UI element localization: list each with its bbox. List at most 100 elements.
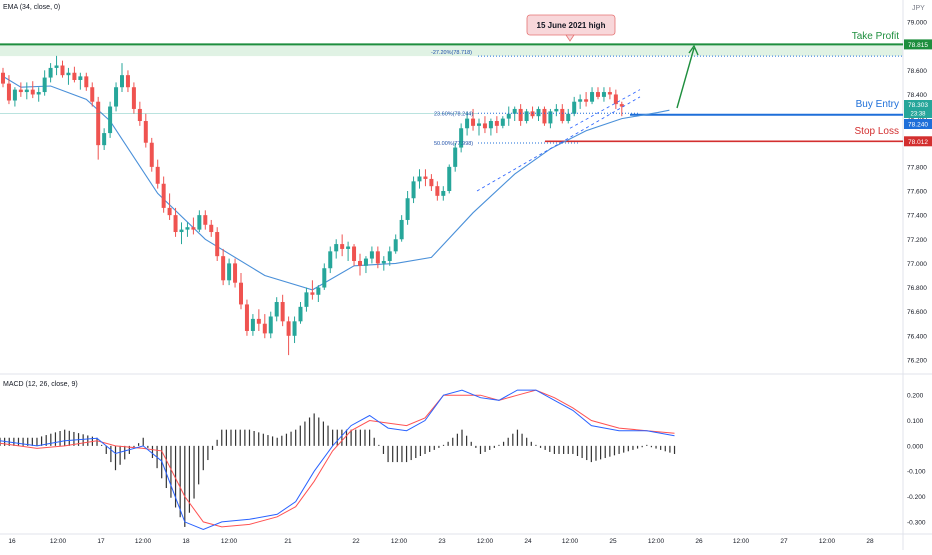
time-tick-label: 23 [438, 538, 446, 545]
histogram-bar [535, 444, 537, 446]
candle-body [393, 239, 398, 252]
candle-body [316, 287, 321, 295]
candle-body [203, 215, 208, 225]
time-tick-label: 17 [97, 538, 105, 545]
histogram-bar [253, 431, 255, 446]
histogram-bar [484, 445, 486, 452]
time-tick-label: 12:00 [391, 538, 408, 545]
histogram-bar [655, 445, 657, 449]
candle [262, 314, 267, 339]
candle-body [185, 227, 190, 230]
candle-body [179, 229, 184, 233]
candle [292, 316, 297, 344]
candle [120, 63, 124, 93]
candle [108, 101, 113, 138]
candle-body [554, 108, 559, 112]
histogram-bar [211, 445, 214, 450]
histogram-bar [502, 441, 505, 446]
histogram-bar [258, 432, 260, 446]
histogram-bar [165, 445, 167, 489]
candle-body [340, 244, 345, 249]
time-tick-label: 22 [352, 538, 360, 545]
candle [250, 314, 255, 336]
macd-indicator-label[interactable]: MACD (12, 26, close, 9) [3, 381, 78, 388]
candle [173, 207, 178, 237]
histogram-bar [36, 437, 38, 446]
candle-body [42, 77, 47, 93]
histogram-bar [313, 413, 315, 446]
candle [209, 219, 214, 237]
candle-body [108, 106, 113, 134]
candle [96, 96, 101, 160]
candle-body [399, 219, 404, 240]
trendline-upper [569, 89, 641, 129]
histogram-bar [479, 445, 482, 454]
macd-tick-label: -0.300 [907, 519, 926, 526]
time-tick-label: 24 [524, 538, 532, 545]
candle [256, 309, 261, 331]
candle-body [369, 251, 374, 259]
candle [84, 72, 89, 91]
histogram-bar [415, 445, 417, 459]
candle-body [352, 246, 357, 261]
time-tick-label: 26 [695, 538, 703, 545]
candle [601, 87, 606, 102]
candle [215, 227, 220, 261]
candle-body [447, 166, 452, 191]
candle-body [84, 76, 89, 88]
candle [1, 67, 5, 88]
histogram-bar [124, 445, 126, 460]
candle-body [482, 123, 487, 129]
candle-body [405, 198, 410, 220]
histogram-bar [475, 445, 477, 448]
macd-tick-label: -0.100 [907, 469, 926, 476]
candle-body [619, 104, 624, 107]
histogram-bar [378, 444, 380, 446]
histogram-bar [101, 444, 103, 446]
price-tick-label: 77.600 [907, 189, 927, 196]
histogram-bar [174, 445, 177, 508]
histogram-bar [230, 429, 232, 446]
histogram-bar [609, 445, 611, 457]
candle-body [477, 123, 481, 126]
candle [500, 116, 505, 129]
histogram-bar [184, 445, 186, 527]
histogram-bar [429, 445, 431, 452]
price-tick-label: 77.200 [907, 237, 927, 244]
candle-body [471, 118, 476, 126]
candle [530, 106, 535, 119]
candle-body [54, 65, 59, 68]
histogram-bar [664, 445, 666, 452]
candle [221, 248, 226, 286]
candle [304, 287, 309, 312]
histogram-bar [96, 437, 98, 446]
histogram-bar [558, 445, 560, 454]
candle [143, 113, 148, 148]
take-profit-badge: 78.815 [908, 42, 928, 49]
time-tick-label: 12:00 [562, 538, 579, 545]
candle [310, 280, 315, 300]
candle-body [268, 316, 273, 334]
histogram-bar [276, 437, 278, 446]
candle [66, 67, 71, 85]
candle [90, 82, 95, 107]
candle [435, 181, 440, 201]
high-callout: 15 June 2021 high [526, 14, 616, 42]
candle-body [215, 232, 220, 257]
candle-body [536, 108, 541, 117]
ema-indicator-label[interactable]: EMA (34, close, 0) [3, 4, 61, 11]
candle [239, 273, 243, 310]
histogram-bar [466, 435, 468, 446]
stop-loss-label: Stop Loss [855, 126, 899, 137]
candle [30, 81, 35, 99]
candle-body [155, 166, 160, 184]
candle-body [96, 101, 101, 146]
histogram-bar [336, 429, 338, 446]
histogram-bar [345, 429, 348, 446]
candle [542, 106, 547, 126]
candle-body [233, 263, 238, 283]
candle [114, 82, 119, 112]
candle [411, 176, 416, 204]
